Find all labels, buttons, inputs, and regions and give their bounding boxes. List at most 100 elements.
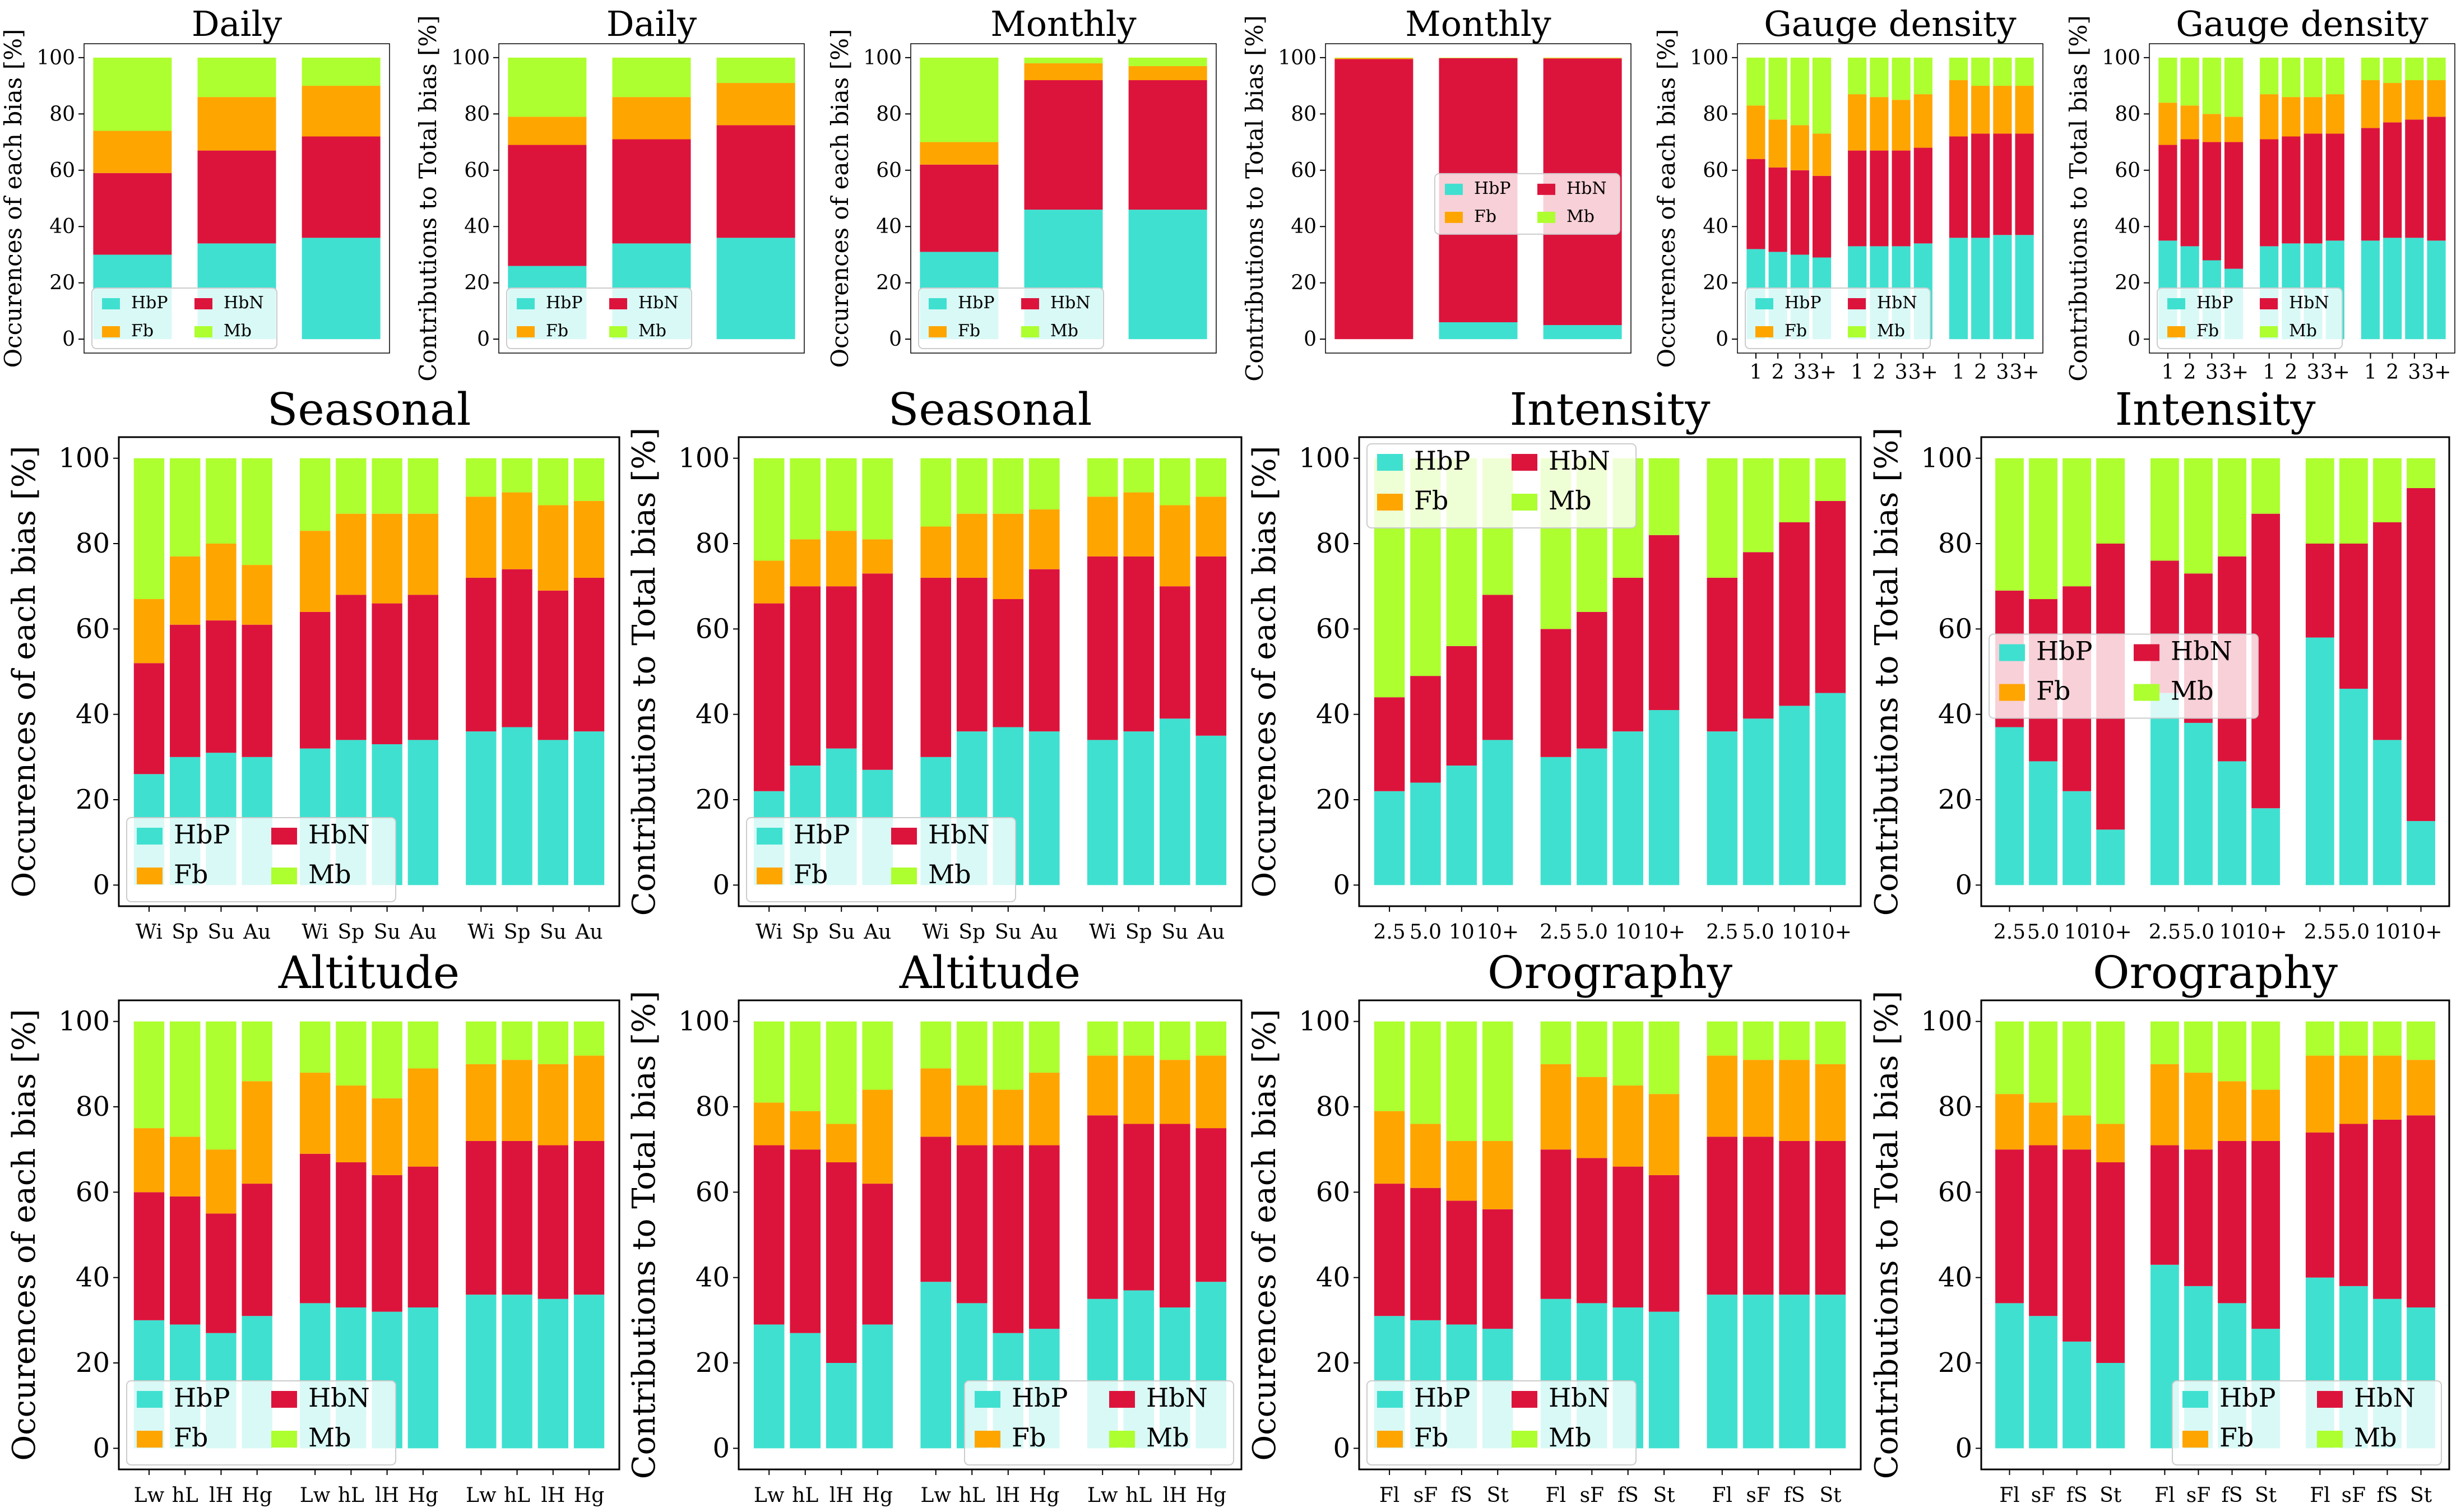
legend-box: [964, 1380, 1234, 1465]
bar-segment-fb: [2180, 105, 2199, 140]
y-axis-label: Occurences of each bias [%]: [6, 446, 43, 897]
bar-segment-mb: [1374, 1021, 1405, 1111]
bar-segment-hbn: [299, 611, 331, 749]
y-tick-label: 80: [49, 103, 75, 126]
bar-segment-hbn: [2304, 133, 2323, 244]
bar-segment-hbp: [2407, 821, 2435, 885]
bar-segment-fb: [242, 565, 272, 625]
legend-swatch-mb: [1512, 494, 1537, 511]
legend-label-fb: Fb: [794, 859, 828, 889]
legend-swatch-hbn: [2134, 644, 2159, 661]
legend-swatch-hbn: [271, 828, 297, 845]
legend-label-mb: Mb: [1549, 1422, 1592, 1453]
bar-segment-mb: [2158, 57, 2177, 103]
plot-frame: [738, 999, 1243, 1471]
bar-segment-hbn: [2361, 128, 2380, 241]
bar-segment-mb: [2150, 1021, 2179, 1064]
bar-segment-hbp: [2251, 808, 2281, 885]
bar-segment-mb: [2150, 458, 2179, 561]
x-tick-label: 5.0: [1576, 921, 1608, 944]
bar-segment-mb: [1779, 1021, 1810, 1060]
legend-swatch-hbn: [2317, 1391, 2343, 1408]
bar-segment-fb: [537, 505, 568, 591]
bar-segment-hbn: [753, 603, 785, 791]
bar-segment-hbn: [1870, 150, 1889, 247]
bar-segment-hbp: [2305, 637, 2334, 885]
legend-swatch-hbp: [757, 828, 782, 845]
bar-segment-hbn: [1028, 569, 1060, 732]
bar-segment-fb: [1087, 1055, 1118, 1116]
bar-segment-fb: [2361, 80, 2380, 128]
bar-segment-fb: [2251, 1089, 2281, 1141]
bar-segment-mb: [2015, 57, 2034, 86]
bar-segment-fb: [862, 539, 893, 574]
bar-segment-hbn: [1707, 577, 1738, 732]
bar-segment-hbp: [1446, 766, 1477, 885]
bar-segment-mb: [1540, 1021, 1572, 1064]
y-tick-label: 80: [1316, 1091, 1350, 1123]
legend-box: [2157, 287, 2343, 349]
bar-segment-hbn: [2029, 1145, 2057, 1316]
bar-segment-mb: [920, 458, 952, 527]
bar-segment-mb: [1779, 458, 1810, 522]
bar-segment-hbp: [2361, 240, 2380, 340]
x-tick-label: hL: [792, 1484, 818, 1507]
legend-label-fb: Fb: [174, 859, 208, 889]
bar-segment-mb: [1648, 1021, 1680, 1094]
bar-segment-hbp: [1374, 791, 1405, 885]
bar-segment-fb: [508, 117, 587, 145]
bar-segment-hbn: [1123, 1124, 1155, 1291]
y-tick-label: 60: [76, 613, 110, 644]
bar-segment-hbp: [2150, 693, 2179, 885]
bar-segment-fb: [2282, 97, 2301, 137]
x-tick-label: Hg: [574, 1484, 604, 1507]
y-tick-label: 100: [58, 1006, 110, 1037]
plot-frame: [118, 436, 620, 907]
legend-label-fb: Fb: [1474, 207, 1496, 226]
legend-label-hbn: HbN: [1050, 293, 1091, 313]
bar-segment-hbn: [993, 1145, 1024, 1333]
bar-segment-mb: [2218, 1021, 2246, 1082]
chart-title: Intensity: [1509, 383, 1710, 435]
bar-segment-mb: [753, 458, 785, 561]
x-tick-label: fS: [1784, 1484, 1805, 1507]
bar-segment-hbn: [2063, 1149, 2092, 1342]
bar-segment-hbn: [862, 573, 893, 770]
x-tick-label: Wi: [756, 921, 782, 944]
x-tick-label: Lw: [920, 1484, 951, 1507]
bar-segment-mb: [170, 458, 201, 556]
bar-segment-mb: [537, 1021, 568, 1064]
y-tick-label: 100: [36, 47, 75, 69]
bar-segment-fb: [1870, 97, 1889, 151]
legend-label-mb: Mb: [308, 1422, 351, 1453]
legend: HbP HbN Fb Mb: [1434, 173, 1620, 235]
bar-segment-mb: [573, 458, 605, 501]
bar-segment-mb: [1123, 458, 1155, 493]
bar-segment-mb: [2282, 57, 2301, 98]
x-tick-label: hL: [1125, 1484, 1152, 1507]
legend-swatch-fb: [1445, 211, 1463, 223]
legend-swatch-hbn: [891, 828, 917, 845]
bar-segment-hbn: [1087, 556, 1118, 740]
bar-segment-hbp: [1707, 731, 1738, 885]
y-axis-label: Contributions to Total bias [%]: [2065, 15, 2092, 382]
bar-segment-fb: [537, 1064, 568, 1145]
bar-segment-mb: [2407, 458, 2435, 488]
x-tick-label: 2: [1974, 361, 1987, 384]
bar-segment-hbn: [2180, 139, 2199, 247]
x-tick-label: Au: [1030, 921, 1058, 944]
bar-segment-hbn: [2405, 119, 2424, 238]
bar-segment-fb: [2383, 83, 2402, 123]
y-tick-label: 60: [2115, 159, 2140, 182]
bar-segment-hbp: [790, 1333, 821, 1449]
x-tick-label: fS: [2066, 1484, 2088, 1507]
legend-box: [746, 817, 1016, 902]
bar-segment-hbp: [1482, 740, 1513, 885]
y-tick-label: 0: [2128, 328, 2140, 351]
bar-segment-mb: [2304, 57, 2323, 98]
bar-segment-mb: [466, 1021, 497, 1064]
bar-segment-hbn: [2202, 142, 2221, 261]
bar-segment-mb: [1028, 1021, 1060, 1073]
bar-segment-hbp: [466, 731, 497, 885]
bar-segment-mb: [1949, 57, 1968, 81]
